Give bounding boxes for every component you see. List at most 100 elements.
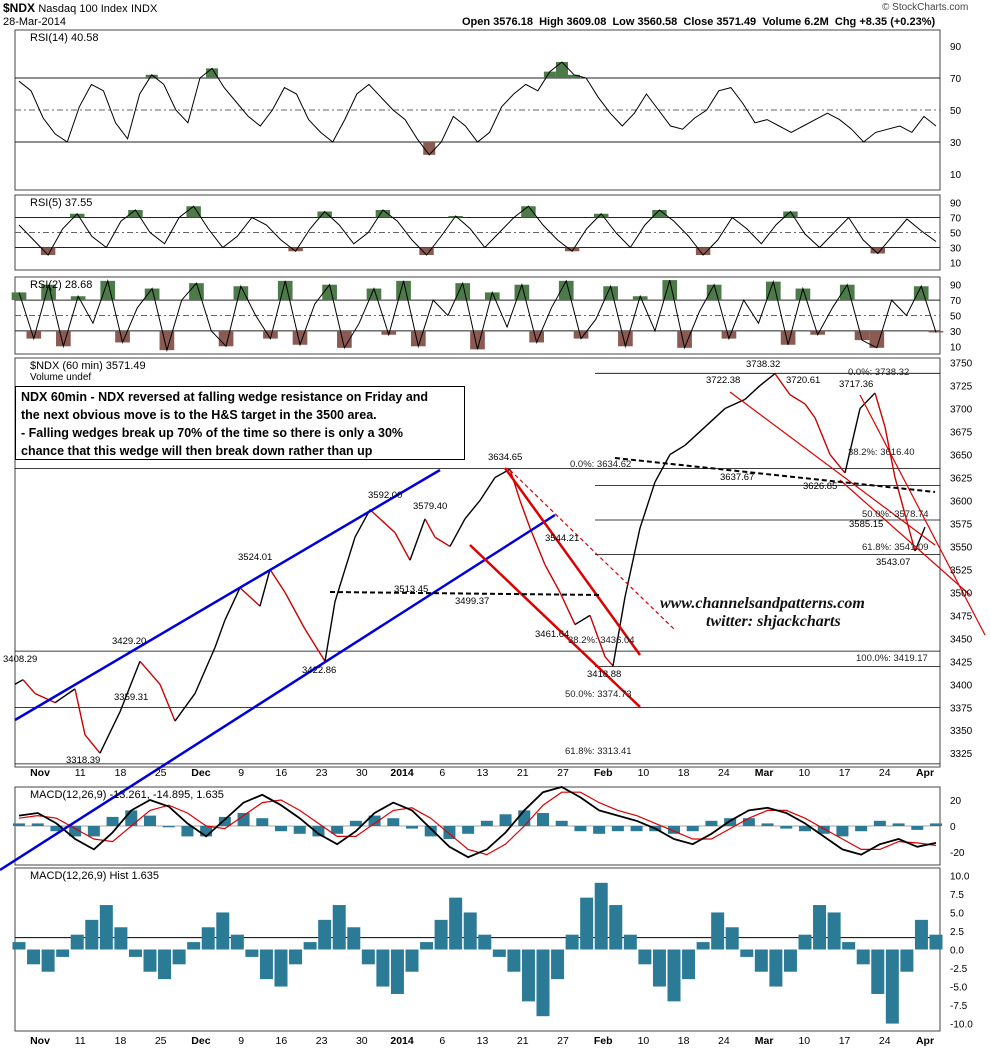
price-label: 3318.39 [66,755,100,766]
x-tick-hist: 16 [276,1035,288,1047]
y-tick-price: 3725 [950,382,973,393]
x-tick-price: 18 [115,767,127,779]
rsi-extreme-fill [555,62,568,78]
rsi-extreme-fill [652,210,667,218]
y-tick-price: 3650 [950,451,973,462]
hist-bar [754,949,768,972]
macd-hist-bar [218,816,231,826]
macd-hist-bar [574,826,587,832]
price-segment [559,592,576,625]
price-label: 3720.61 [786,375,820,386]
rsi-extreme-fill [839,284,855,301]
macd-hist-bar [293,826,306,834]
hist-bar [842,942,856,950]
hist-bar [245,949,259,957]
x-tick-hist: 2014 [390,1035,414,1047]
x-tick-hist: 9 [238,1035,244,1047]
macd-hist-bar [668,826,680,834]
price-segment [379,518,396,534]
y-tick-price: 3700 [950,405,973,416]
price-label: 3544.21 [545,533,579,544]
fib-label-left: 61.8%: 3313.41 [565,746,632,757]
x-tick-hist: 21 [517,1035,529,1047]
price-segment [789,394,806,405]
price-segment [174,693,196,722]
macd-hist-bar [237,813,250,826]
wedge-line [839,479,971,596]
y-tick-rsi5: 50 [950,229,962,240]
price-label: 3499.37 [455,596,489,607]
rsi-extreme-fill [484,292,500,301]
fib-label-left: 0.0%: 3634.62 [570,459,631,470]
hist-bar [609,905,623,950]
hist-bar [885,949,899,1024]
macd-hist-bar [387,818,400,826]
hist-bar [463,912,477,950]
panel-sublabel-price: Volume undef [30,372,91,383]
price-segment [874,392,886,428]
rsi-extreme-fill [337,330,352,348]
price-segment [684,426,706,446]
fib-label-right: 50.0%: 3578.74 [862,509,929,520]
x-tick-hist: 25 [155,1035,167,1047]
x-tick-hist: 10 [638,1035,650,1047]
watermark-twitter: twitter: shjackcharts [706,613,841,630]
price-segment [624,527,641,598]
wedge-line [509,469,676,631]
price-label: 3579.40 [413,501,447,512]
macd-hist-bar [125,810,138,826]
price-segment [604,656,614,667]
rsi-extreme-fill [186,206,201,218]
price-segment [394,532,411,561]
macd-hist-bar [368,815,381,826]
macd-hist-bar [424,826,437,837]
price-segment [544,564,561,593]
macd-hist-bar [799,826,811,832]
macd-hist-bar [555,820,568,826]
macd-hist-bar [144,815,156,826]
x-tick-price: Apr [916,767,934,779]
hist-bar [420,942,434,950]
x-tick-hist: Dec [191,1035,210,1047]
price-segment [99,711,121,754]
y-tick-macdhist: -10.0 [950,1020,973,1031]
x-tick-hist: 6 [439,1035,445,1047]
x-tick-hist: 11 [75,1035,86,1047]
hist-bar [85,919,99,950]
price-segment [894,477,906,515]
price-label: 3637.67 [720,472,754,483]
x-tick-price: 24 [718,767,730,779]
macd-hist-bar [13,823,25,826]
channel-upper-line [14,468,441,722]
macd-hist-bar [181,826,194,837]
x-tick-hist: Mar [755,1035,774,1047]
hist-bar [289,949,303,965]
y-tick-price: 3350 [950,726,973,737]
macd-hist-bar [200,826,213,837]
rsi-extreme-fill [593,213,609,218]
macd-hist-bar [873,820,886,826]
price-label: 3429.20 [112,636,146,647]
macd-hist-bar [930,823,942,826]
y-tick-price: 3500 [950,588,973,599]
hist-bar [434,919,448,950]
hist-bar [303,942,317,950]
price-label: 3408.29 [3,654,37,665]
hist-bar [725,927,739,950]
x-tick-hist: 17 [839,1035,851,1047]
x-tick-price: Feb [594,767,613,779]
hist-bar [711,912,725,950]
y-tick-rsi2: 30 [950,327,962,338]
price-segment [14,679,24,685]
hist-bar [70,934,84,950]
price-label: 3717.36 [839,379,873,390]
rsi-extreme-fill [573,330,589,339]
hist-bar [187,942,201,950]
price-segment [34,692,56,704]
y-tick-price: 3425 [950,657,973,668]
x-tick-price: 23 [316,767,328,779]
macd-hist-bar [256,818,269,826]
y-tick-rsi2: 90 [950,281,962,292]
price-segment [654,454,671,483]
